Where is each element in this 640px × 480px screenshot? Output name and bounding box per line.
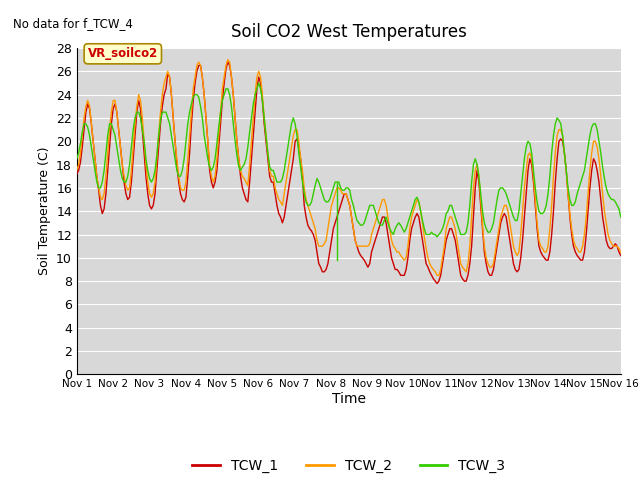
Y-axis label: Soil Temperature (C): Soil Temperature (C) — [38, 147, 51, 276]
Title: Soil CO2 West Temperatures: Soil CO2 West Temperatures — [231, 23, 467, 41]
X-axis label: Time: Time — [332, 392, 366, 406]
Text: No data for f_TCW_4: No data for f_TCW_4 — [13, 17, 132, 30]
Legend: TCW_1, TCW_2, TCW_3: TCW_1, TCW_2, TCW_3 — [187, 453, 511, 479]
Text: VR_soilco2: VR_soilco2 — [88, 48, 158, 60]
